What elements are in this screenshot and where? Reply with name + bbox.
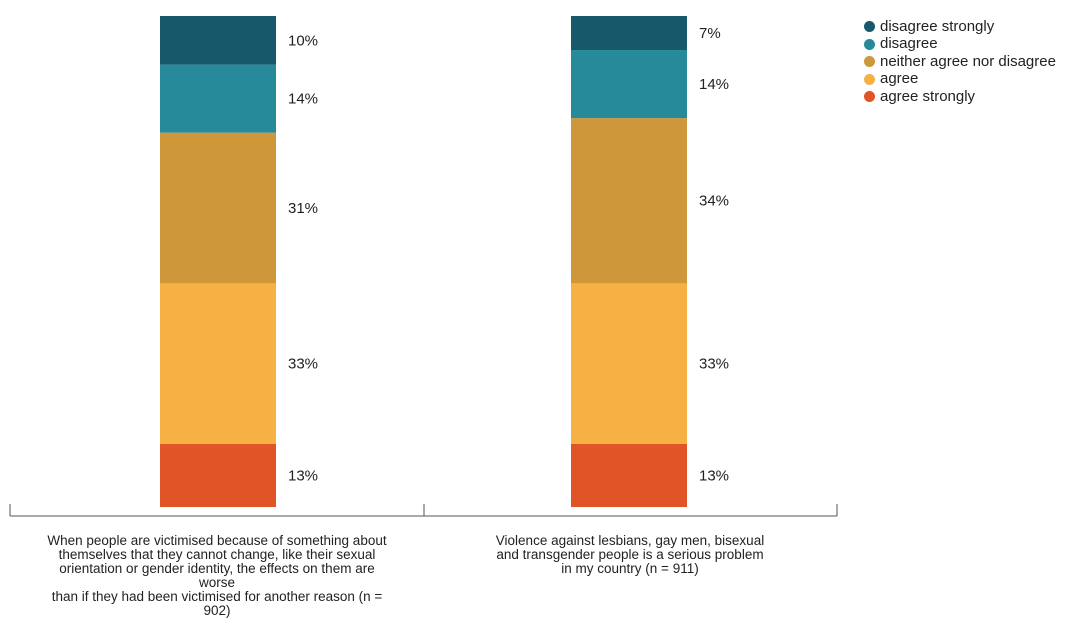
x-axis xyxy=(9,504,838,517)
legend-label: neither agree nor disagree xyxy=(880,52,1056,70)
data-label-agree-2: 33% xyxy=(699,356,729,373)
stacked-bar-chart: 13% 33% 31% 14% 10% 13% 33% 34% 14% 7% xyxy=(9,16,838,517)
legend-item-agree: agree xyxy=(864,71,1056,89)
bar-segment-disagree-strongly-1 xyxy=(160,16,276,65)
data-label-neither-agree-nor-disagree-1: 31% xyxy=(288,200,318,217)
bar-segment-agree-2 xyxy=(571,283,687,444)
legend-label: disagree xyxy=(880,35,938,53)
category-label-1: When people are victimised because of so… xyxy=(47,533,387,618)
bar-segment-neither-agree-nor-disagree-2 xyxy=(571,118,687,284)
data-label-agree-strongly-1: 13% xyxy=(288,467,318,484)
legend-item-disagree: disagree xyxy=(864,36,1056,54)
legend-item-agree-strongly: agree strongly xyxy=(864,88,1056,106)
data-label-disagree-strongly-1: 10% xyxy=(288,32,318,49)
bar-segment-agree-1 xyxy=(160,283,276,444)
data-label-neither-agree-nor-disagree-2: 34% xyxy=(699,193,729,210)
category-label-2: Violence against lesbians, gay men, bise… xyxy=(495,533,765,576)
bar-segment-disagree-2 xyxy=(571,50,687,119)
bars-group xyxy=(160,16,687,507)
data-label-disagree-1: 14% xyxy=(288,91,318,108)
legend-swatch xyxy=(864,73,875,85)
data-label-disagree-strongly-2: 7% xyxy=(699,25,721,42)
legend-swatch xyxy=(864,38,875,50)
legend-item-neither-agree-nor-disagree: neither agree nor disagree xyxy=(864,53,1056,71)
data-label-disagree-2: 14% xyxy=(699,76,729,93)
bar-segment-disagree-strongly-2 xyxy=(571,16,687,51)
bar-segment-agree-strongly-2 xyxy=(571,443,687,507)
legend-swatch xyxy=(864,56,875,68)
legend-label: agree strongly xyxy=(880,87,976,105)
legend-item-disagree-strongly: disagree strongly xyxy=(864,18,1056,36)
data-label-agree-strongly-2: 13% xyxy=(699,467,729,484)
data-label-agree-1: 33% xyxy=(288,356,318,373)
data-labels-group: 13% 33% 31% 14% 10% 13% 33% 34% 14% 7% xyxy=(288,25,729,484)
bar-segment-disagree-1 xyxy=(160,64,276,133)
legend-swatch xyxy=(864,91,875,103)
legend-swatch xyxy=(864,21,875,33)
legend: disagree strongly disagree neither agree n… xyxy=(864,18,1056,106)
bar-segment-neither-agree-nor-disagree-1 xyxy=(160,132,276,284)
legend-label: disagree strongly xyxy=(880,17,995,35)
bar-segment-agree-strongly-1 xyxy=(160,443,276,507)
legend-label: agree xyxy=(880,70,919,88)
